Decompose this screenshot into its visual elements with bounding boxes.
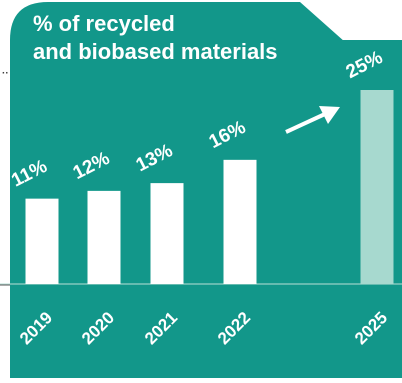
bars-layer (25, 90, 394, 284)
trend-arrow (285, 106, 340, 134)
chart-title-line-2: and biobased materials (33, 39, 278, 64)
trend-arrow-head (319, 106, 340, 124)
card-background-body (10, 40, 402, 378)
bar-2022 (223, 159, 257, 284)
bar-2021 (150, 183, 184, 284)
bar-2019 (25, 198, 59, 284)
chart-title-line-1: % of recycled (33, 11, 175, 36)
overflow-dots: ·· (2, 68, 9, 79)
bar-2020 (87, 190, 121, 284)
trend-arrow-shaft (285, 112, 326, 134)
chart-title: % of recycled and biobased materials (33, 10, 278, 66)
bar-2025 (360, 90, 394, 284)
